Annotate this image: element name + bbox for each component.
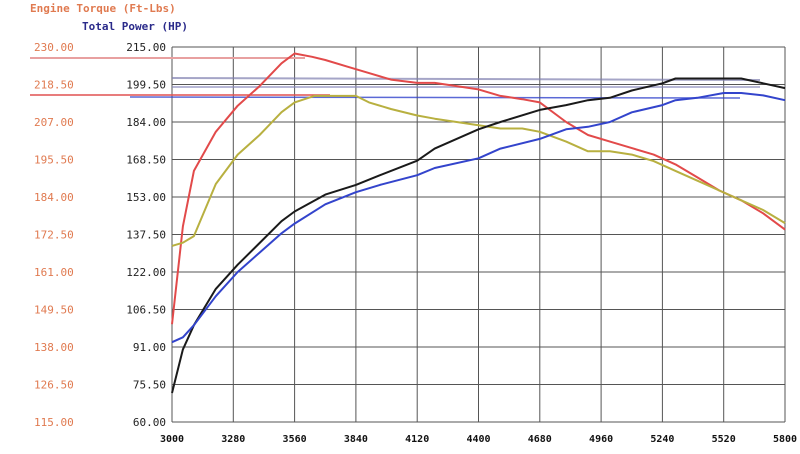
right-tick-label: 75.50 (133, 379, 166, 392)
x-tick-label: 3840 (344, 434, 368, 445)
plot-grid (171, 46, 786, 423)
right-axis-title: Total Power (HP) (82, 20, 188, 33)
right-tick-label: 168.50 (126, 154, 166, 167)
x-tick-label: 3280 (221, 434, 245, 445)
right-tick-label: 184.00 (126, 116, 166, 129)
x-tick-label: 5800 (773, 434, 797, 445)
right-tick-label: 137.50 (126, 229, 166, 242)
left-tick-label: 218.50 (34, 79, 74, 92)
left-tick-label: 115.00 (34, 416, 74, 429)
x-tick-label: 3560 (283, 434, 307, 445)
series-line-4 (171, 92, 786, 344)
x-tick-label: 3000 (160, 434, 184, 445)
right-tick-label: 153.00 (126, 191, 166, 204)
x-tick-label: 4960 (589, 434, 613, 445)
left-tick-label: 126.50 (34, 379, 74, 392)
series-line-1 (171, 52, 786, 325)
x-tick-label: 4120 (405, 434, 429, 445)
right-tick-label: 215.00 (126, 41, 166, 54)
series-line-3 (171, 77, 786, 394)
right-axis-ticks: 215.00 199.50 184.00 168.50 153.00 137.50 122.… (126, 41, 166, 429)
x-tick-label: 5240 (650, 434, 674, 445)
x-tick-label: 4680 (528, 434, 552, 445)
left-tick-label: 184.00 (34, 191, 74, 204)
left-tick-label: 161.00 (34, 266, 74, 279)
left-tick-label: 138.00 (34, 341, 74, 354)
x-tick-label: 4400 (466, 434, 490, 445)
left-axis-ticks: 230.00 218.50 207.00 195.50 184.00 172.50 161.… (34, 41, 74, 429)
x-tick-label: 5520 (712, 434, 736, 445)
right-tick-label: 60.00 (133, 416, 166, 429)
series-group (171, 52, 786, 394)
series-line-2 (171, 94, 786, 247)
left-tick-label: 149.50 (34, 304, 74, 317)
right-tick-label: 122.00 (126, 266, 166, 279)
left-tick-label: 172.50 (34, 229, 74, 242)
power-peak-ref-black (171, 77, 761, 81)
x-axis-ticks: 3000 3280 3560 3840 4120 4400 4680 4960 5240 5520… (160, 434, 797, 445)
left-tick-label: 195.50 (34, 154, 74, 167)
left-axis-title: Engine Torque (Ft-Lbs) (30, 2, 176, 15)
left-tick-label: 230.00 (34, 41, 74, 54)
left-tick-label: 207.00 (34, 116, 74, 129)
right-tick-label: 91.00 (133, 341, 166, 354)
right-tick-label: 199.50 (126, 79, 166, 92)
reference-lines (30, 57, 761, 99)
power-peak-ref-blue (129, 96, 741, 99)
right-tick-label: 106.50 (126, 304, 166, 317)
